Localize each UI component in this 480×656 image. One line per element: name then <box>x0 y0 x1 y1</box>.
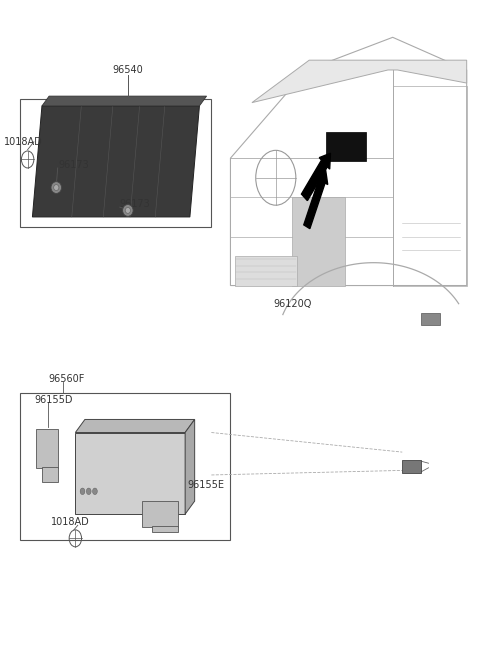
FancyArrow shape <box>301 154 330 201</box>
Polygon shape <box>33 106 199 217</box>
Polygon shape <box>142 501 178 527</box>
Polygon shape <box>152 526 178 532</box>
Bar <box>21 394 230 541</box>
Text: 96120Q: 96120Q <box>274 299 312 309</box>
Polygon shape <box>326 132 366 161</box>
Polygon shape <box>235 256 297 285</box>
Text: 96173: 96173 <box>59 159 89 170</box>
Bar <box>421 313 441 325</box>
Text: 1018AD: 1018AD <box>50 517 89 527</box>
Text: 96173: 96173 <box>120 199 151 209</box>
Polygon shape <box>252 60 467 102</box>
Polygon shape <box>42 467 58 482</box>
Circle shape <box>86 488 91 495</box>
Polygon shape <box>402 460 421 473</box>
Ellipse shape <box>122 205 133 216</box>
Polygon shape <box>75 419 195 432</box>
Ellipse shape <box>125 207 131 213</box>
Bar <box>21 99 211 227</box>
Text: 96155E: 96155E <box>188 480 225 490</box>
Polygon shape <box>36 429 58 468</box>
Circle shape <box>93 488 97 495</box>
Ellipse shape <box>51 182 61 194</box>
FancyArrow shape <box>304 171 328 229</box>
Text: 96540: 96540 <box>112 65 143 75</box>
Polygon shape <box>292 197 345 285</box>
Text: 96560F: 96560F <box>48 374 84 384</box>
Polygon shape <box>75 432 185 514</box>
Ellipse shape <box>54 184 59 190</box>
Polygon shape <box>42 96 206 106</box>
Polygon shape <box>185 419 195 514</box>
Text: 1018AD: 1018AD <box>4 137 43 147</box>
Circle shape <box>80 488 85 495</box>
Text: 96155D: 96155D <box>35 395 73 405</box>
